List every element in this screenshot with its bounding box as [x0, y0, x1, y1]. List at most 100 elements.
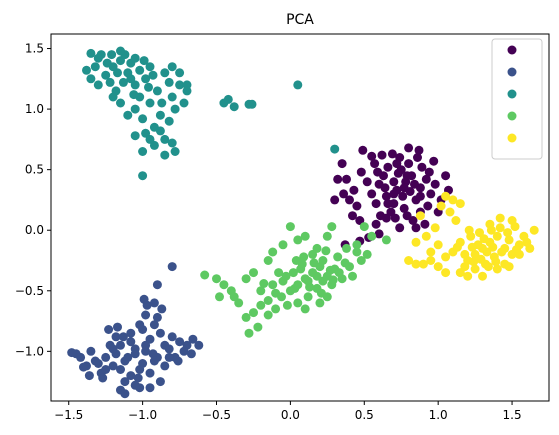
scatter-point	[359, 222, 369, 232]
scatter-point	[120, 377, 130, 387]
scatter-point	[241, 312, 251, 322]
scatter-point	[167, 92, 177, 102]
scatter-point	[383, 162, 393, 172]
scatter-point	[383, 199, 393, 209]
scatter-point	[445, 207, 455, 217]
scatter-point	[188, 334, 198, 344]
scatter-point	[415, 211, 425, 221]
scatter-point	[389, 177, 399, 187]
scatter-point	[126, 337, 136, 347]
scatter-point	[305, 282, 315, 292]
scatter-point	[149, 320, 159, 330]
scatter-point	[263, 256, 273, 265]
scatter-point	[426, 189, 436, 199]
scatter-point	[486, 225, 496, 235]
scatter-point	[488, 242, 498, 252]
scatter-point	[167, 62, 177, 72]
scatter-point	[126, 371, 136, 381]
scatter-point	[398, 191, 408, 201]
scatter-point	[290, 283, 300, 293]
x-tick-label: −0.5	[202, 408, 231, 422]
scatter-point	[293, 298, 303, 308]
scatter-point	[241, 274, 251, 284]
scatter-point	[312, 243, 322, 253]
points-layer	[67, 46, 539, 399]
scatter-point	[492, 231, 502, 241]
scatter-point	[102, 58, 112, 68]
scatter-point	[348, 211, 357, 221]
scatter-point	[98, 373, 108, 383]
scatter-point	[299, 252, 309, 262]
legend	[491, 38, 543, 160]
scatter-point	[340, 258, 350, 268]
scatter-point	[118, 77, 128, 87]
scatter-point	[155, 328, 165, 338]
scatter-point	[108, 361, 118, 371]
scatter-point	[362, 249, 372, 259]
scatter-point	[415, 191, 425, 201]
scatter-point	[152, 312, 162, 322]
scatter-point	[108, 344, 118, 354]
scatter-point	[342, 243, 351, 253]
scatter-point	[101, 352, 111, 362]
scatter-point	[113, 322, 122, 332]
scatter-point	[293, 80, 303, 90]
scatter-point	[441, 252, 451, 262]
legend-marker	[507, 67, 517, 77]
scatter-point	[135, 383, 145, 393]
scatter-point	[79, 362, 88, 372]
y-tick-label: 0.5	[25, 163, 44, 177]
scatter-point	[504, 235, 514, 245]
scatter-point	[429, 156, 439, 166]
legend-marker	[507, 111, 517, 121]
scatter-point	[173, 356, 183, 366]
scatter-point	[389, 189, 399, 199]
scatter-point	[309, 258, 319, 268]
scatter-point	[491, 257, 501, 267]
scatter-point	[500, 259, 510, 269]
scatter-point	[455, 268, 465, 278]
scatter-point	[316, 288, 326, 298]
scatter-point	[160, 68, 170, 78]
scatter-point	[411, 237, 421, 247]
scatter-point	[300, 231, 310, 241]
scatter-point	[186, 349, 196, 359]
scatter-point	[352, 247, 362, 257]
scatter-point	[433, 262, 443, 272]
scatter-point	[423, 201, 433, 211]
scatter-point	[356, 167, 366, 177]
scatter-point	[318, 276, 328, 286]
x-tick-label: −1.5	[54, 408, 83, 422]
scatter-point	[337, 159, 347, 169]
scatter-point	[160, 134, 170, 144]
scatter-point	[392, 159, 402, 169]
scatter-point	[433, 240, 443, 250]
scatter-point	[325, 265, 335, 275]
scatter-point	[285, 222, 295, 232]
scatter-point	[448, 195, 458, 205]
scatter-point	[138, 114, 148, 124]
scatter-point	[170, 104, 180, 114]
scatter-point	[327, 222, 337, 232]
scatter-point	[460, 249, 470, 259]
scatter-point	[149, 298, 159, 308]
scatter-point	[116, 340, 125, 350]
scatter-point	[349, 185, 359, 195]
scatter-point	[296, 264, 306, 274]
scatter-point	[139, 294, 149, 304]
scatter-point	[170, 147, 180, 156]
scatter-point	[167, 332, 177, 342]
scatter-point	[393, 168, 403, 178]
scatter-point	[321, 246, 331, 256]
scatter-point	[145, 98, 155, 108]
scatter-point	[148, 349, 158, 359]
scatter-point	[420, 219, 430, 229]
scatter-point	[436, 201, 446, 211]
scatter-point	[278, 240, 288, 250]
scatter-point	[200, 270, 210, 280]
scatter-point	[120, 389, 130, 399]
scatter-point	[116, 98, 125, 108]
scatter-point	[467, 242, 477, 252]
scatter-point	[339, 189, 349, 199]
scatter-point	[135, 65, 145, 75]
